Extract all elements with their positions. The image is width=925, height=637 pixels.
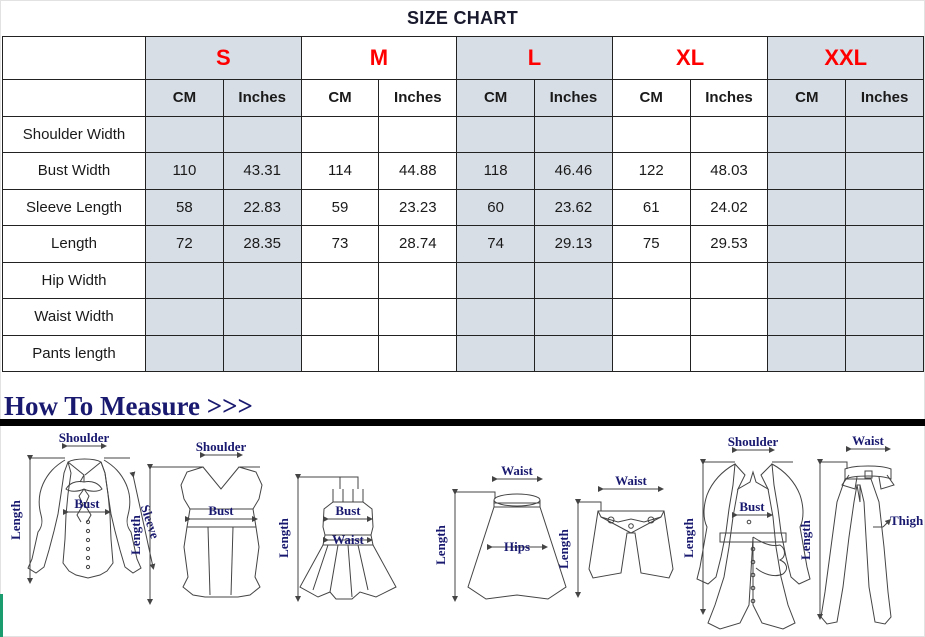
svg-text:Thigh: Thigh <box>890 513 924 528</box>
svg-text:Shoulder: Shoulder <box>728 434 779 449</box>
svg-text:Waist: Waist <box>615 473 647 488</box>
svg-text:Shoulder: Shoulder <box>196 439 247 454</box>
svg-text:Length: Length <box>681 517 696 558</box>
svg-text:Bust: Bust <box>335 503 361 518</box>
svg-text:Hips: Hips <box>504 539 530 554</box>
svg-text:Length: Length <box>433 524 448 565</box>
svg-text:Length: Length <box>8 499 23 540</box>
svg-text:Length: Length <box>276 517 291 558</box>
svg-text:Waist: Waist <box>501 463 533 478</box>
svg-text:Waist: Waist <box>332 532 364 547</box>
svg-text:Length: Length <box>128 514 143 555</box>
svg-text:Length: Length <box>798 519 813 560</box>
svg-text:Bust: Bust <box>74 496 100 511</box>
svg-text:Shoulder: Shoulder <box>59 430 110 445</box>
svg-text:Length: Length <box>556 528 571 569</box>
svg-text:Bust: Bust <box>208 503 234 518</box>
svg-text:Waist: Waist <box>852 433 884 448</box>
svg-text:Bust: Bust <box>739 499 765 514</box>
